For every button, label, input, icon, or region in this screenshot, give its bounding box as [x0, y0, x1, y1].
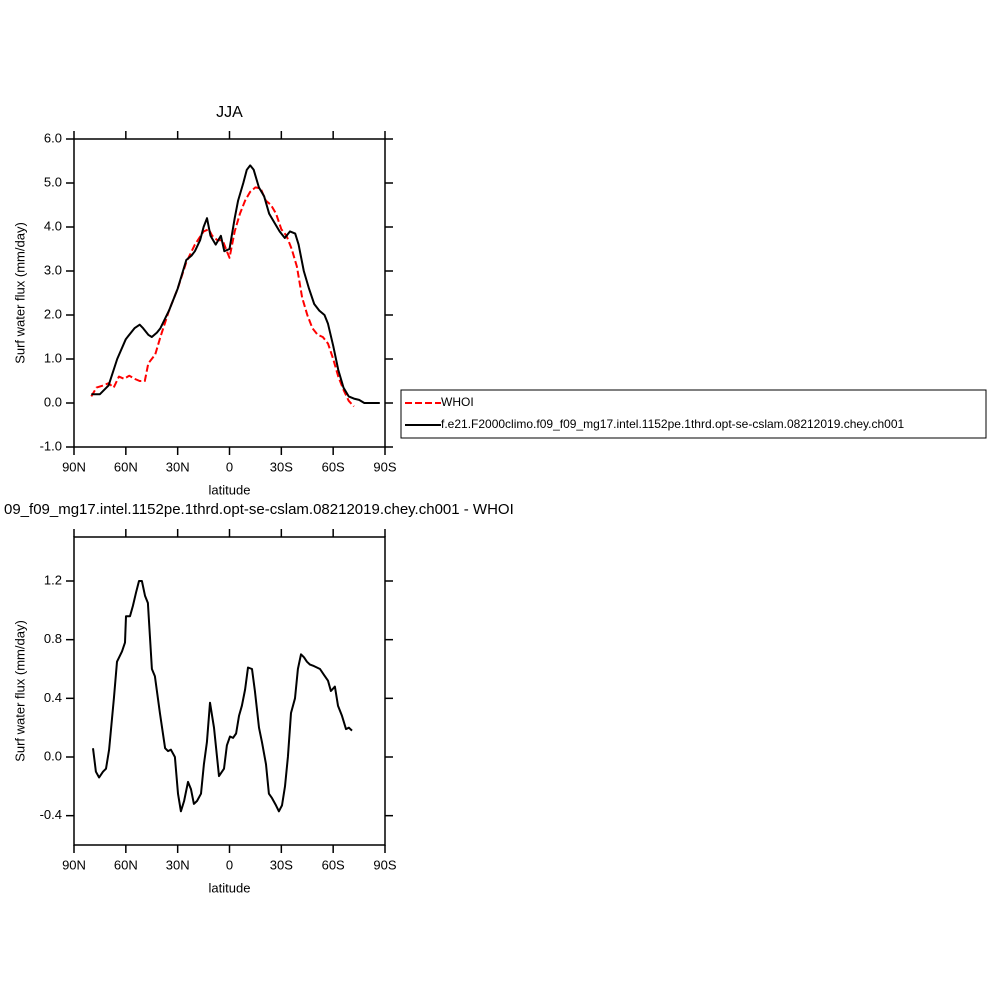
x-tick-label: 30S — [270, 857, 293, 872]
y-axis-label: Surf water flux (mm/day) — [12, 620, 27, 762]
legend-box — [400, 389, 987, 439]
x-tick-label: 0 — [226, 857, 233, 872]
x-tick-label: 60N — [114, 857, 138, 872]
y-tick-label: 4.0 — [44, 218, 62, 233]
x-tick-label: 60N — [114, 459, 138, 474]
x-tick-label: 0 — [226, 459, 233, 474]
legend-text: WHOI — [441, 395, 474, 409]
y-tick-label: -0.4 — [40, 807, 62, 822]
x-tick-label: 90S — [373, 857, 396, 872]
y-tick-label: 6.0 — [44, 130, 62, 145]
x-tick-label: 30N — [166, 857, 190, 872]
x-tick-label: 60S — [322, 857, 345, 872]
x-axis-label: latitude — [209, 880, 251, 895]
y-tick-label: 0.4 — [44, 690, 62, 705]
x-axis-label: latitude — [209, 482, 251, 497]
y-tick-label: 0.0 — [44, 748, 62, 763]
series-line — [91, 164, 380, 404]
chart-title: 09_f09_mg17.intel.1152pe.1thrd.opt-se-cs… — [4, 501, 514, 518]
y-axis-label: Surf water flux (mm/day) — [12, 222, 27, 364]
y-tick-label: 1.0 — [44, 350, 62, 365]
y-tick-label: 2.0 — [44, 306, 62, 321]
y-tick-label: 0.0 — [44, 394, 62, 409]
y-tick-label: 3.0 — [44, 262, 62, 277]
y-tick-label: 5.0 — [44, 174, 62, 189]
plot-frame — [73, 138, 386, 448]
x-tick-label: 90S — [373, 459, 396, 474]
x-tick-label: 30S — [270, 459, 293, 474]
series-line — [92, 580, 353, 813]
x-tick-label: 30N — [166, 459, 190, 474]
plot-frame — [73, 536, 386, 846]
legend-text: f.e21.F2000climo.f09_f09_mg17.intel.1152… — [441, 417, 905, 431]
chart-title: JJA — [216, 104, 243, 121]
y-tick-label: 0.8 — [44, 631, 62, 646]
x-tick-label: 60S — [322, 459, 345, 474]
series-line — [90, 186, 355, 408]
y-tick-label: 1.2 — [44, 572, 62, 587]
x-tick-label: 90N — [62, 857, 86, 872]
x-tick-label: 90N — [62, 459, 86, 474]
y-tick-label: -1.0 — [40, 438, 62, 453]
